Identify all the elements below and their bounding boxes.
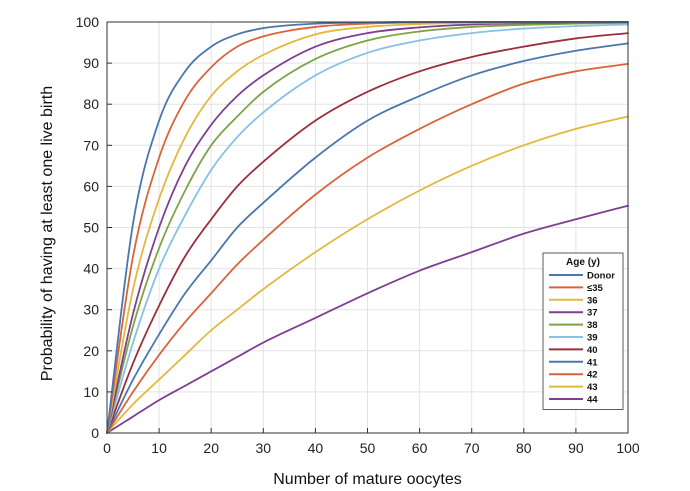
x-tick-label: 40 <box>308 440 324 456</box>
series-lines <box>106 21 629 434</box>
legend-label: 39 <box>587 333 598 344</box>
x-tick-label: 10 <box>151 440 167 456</box>
series-line <box>106 21 629 434</box>
series-line <box>106 32 629 434</box>
y-tick-label: 40 <box>83 261 99 277</box>
legend-label: 42 <box>587 370 598 381</box>
x-tick-label: 0 <box>103 440 111 456</box>
x-tick-label: 50 <box>360 440 376 456</box>
y-tick-label: 80 <box>83 96 99 112</box>
y-tick-label: 70 <box>83 137 99 153</box>
y-tick-label: 60 <box>83 178 99 194</box>
x-tick-label: 90 <box>568 440 584 456</box>
series-line <box>106 23 629 434</box>
series-line <box>106 21 629 434</box>
series-line <box>106 42 629 434</box>
x-tick-label: 100 <box>616 440 640 456</box>
legend-label: 43 <box>587 382 598 393</box>
legend-label: ≤35 <box>587 283 603 294</box>
y-axis-title: Probability of having at least one live … <box>39 86 56 381</box>
x-tick-label: 20 <box>203 440 219 456</box>
y-tick-label: 50 <box>83 220 99 236</box>
legend-label: Donor <box>587 271 615 282</box>
legend-label: 37 <box>587 308 598 319</box>
legend-box <box>542 252 624 410</box>
x-tick-label: 70 <box>464 440 480 456</box>
y-tick-label: 0 <box>91 425 99 441</box>
x-axis-title: Number of mature oocytes <box>273 471 462 488</box>
legend-label: 40 <box>587 345 598 356</box>
y-tick-label: 90 <box>83 55 99 71</box>
series-line <box>106 115 629 434</box>
legend-label: 36 <box>587 295 598 306</box>
axes <box>106 21 629 434</box>
x-tick-label: 30 <box>256 440 272 456</box>
y-tick-label: 100 <box>76 14 100 30</box>
series-line <box>106 204 629 434</box>
legend-label: 38 <box>587 320 598 331</box>
tick-labels: 0 10 20 30 40 50 60 70 80 90 100 0 10 20 30 40 50 60 70 80 9… <box>76 14 640 456</box>
x-tick-label: 60 <box>412 440 428 456</box>
x-tick-label: 80 <box>516 440 532 456</box>
y-tick-label: 30 <box>83 302 99 318</box>
series-line <box>106 63 629 434</box>
legend-title: Age (y) <box>566 257 600 268</box>
y-tick-label: 10 <box>83 384 99 400</box>
y-tick-label: 20 <box>83 343 99 359</box>
legend-label: 41 <box>587 357 598 368</box>
legend-label: 44 <box>587 395 598 406</box>
